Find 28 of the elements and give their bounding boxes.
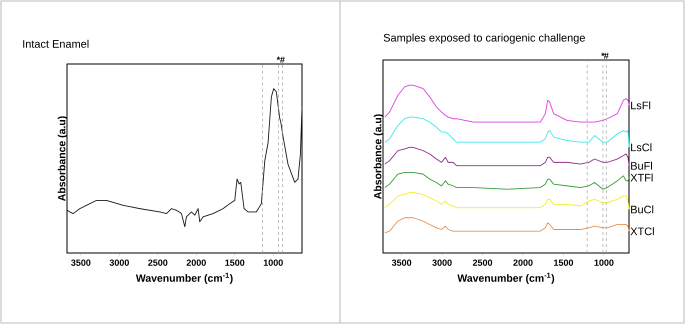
series-label: BuCl [631, 205, 654, 214]
x-axis-title: Wavenumber (cm$^{-1}$) [457, 272, 554, 284]
ref-line-label: * [601, 52, 605, 56]
chart-title: Intact Enamel [23, 40, 88, 48]
y-axis-title: Absorbance (a.u) [58, 116, 68, 201]
x-axis-title: Wavenumber (cm$^{-1}$) [136, 272, 233, 284]
series-label: XTFl [630, 174, 653, 182]
x-tick-label: 2000 [513, 260, 533, 266]
x-tick-label: 2500 [472, 260, 492, 266]
x-tick-label: 3500 [71, 260, 90, 266]
ref-line-label: * [276, 56, 280, 60]
y-axis-title: Absorbance (a.u) [374, 114, 384, 199]
series-label: XTCl [630, 227, 654, 236]
ref-line-label: # [604, 52, 609, 59]
x-tick-label: 2500 [148, 260, 168, 266]
series-label: LsCl [631, 143, 652, 152]
series-label: BuFl [631, 162, 652, 170]
chart-title: Samples exposed to cariogenic challenge [384, 34, 585, 44]
x-tick-label: 1000 [594, 260, 614, 266]
x-tick-label: 3500 [392, 260, 412, 266]
series-label: LsFl [631, 101, 650, 110]
x-tick-label: 1500 [554, 260, 574, 266]
x-tick-label: 3000 [110, 260, 129, 266]
x-tick-label: 1000 [264, 260, 283, 266]
ref-line-label: # [280, 56, 285, 63]
x-tick-label: 1500 [225, 260, 244, 266]
x-tick-label: 3000 [432, 260, 452, 266]
x-tick-label: 2000 [186, 260, 206, 266]
